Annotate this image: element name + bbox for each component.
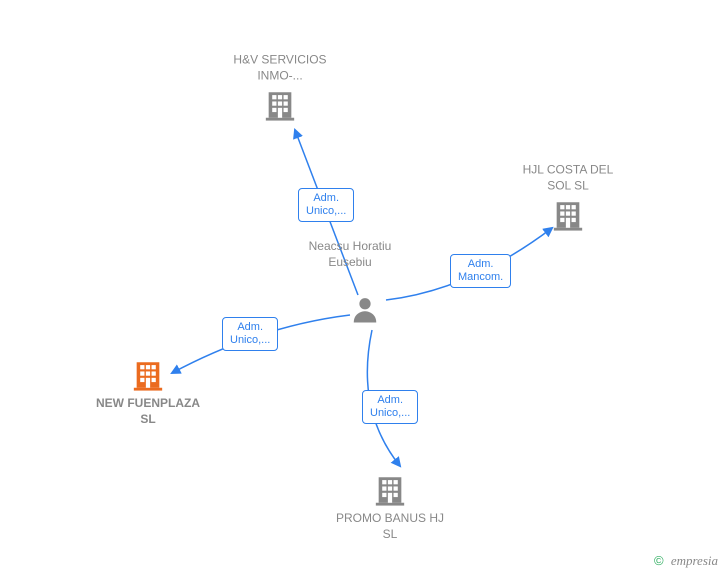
node-label: Neacsu Horatiu Eusebiu [305, 238, 395, 270]
network-diagram: Neacsu Horatiu Eusebiu H&V SERVICIOS INM… [0, 0, 728, 575]
node-building-banus[interactable]: PROMO BANUS HJ SL [335, 510, 445, 542]
copyright-icon: © [654, 553, 664, 568]
edge-label: Adm. Mancom. [450, 254, 511, 288]
node-building-fuenplaza[interactable]: NEW FUENPLAZA SL [93, 395, 203, 427]
building-icon [263, 88, 297, 127]
building-icon [131, 358, 165, 397]
edge-label: Adm. Unico,... [298, 188, 354, 222]
node-label: PROMO BANUS HJ SL [335, 510, 445, 542]
building-icon [373, 473, 407, 512]
edge-label: Adm. Unico,... [362, 390, 418, 424]
edge-label: Adm. Unico,... [222, 317, 278, 351]
person-icon [350, 294, 380, 331]
node-building-hjl[interactable]: HJL COSTA DEL SOL SL [513, 162, 623, 194]
node-label: NEW FUENPLAZA SL [93, 395, 203, 427]
node-person-center[interactable]: Neacsu Horatiu Eusebiu [305, 238, 395, 270]
node-label: H&V SERVICIOS INMO-... [225, 52, 335, 84]
copyright: © empresia [654, 553, 718, 569]
edges-layer [0, 0, 728, 575]
node-label: HJL COSTA DEL SOL SL [513, 162, 623, 194]
copyright-text: empresia [671, 553, 718, 568]
building-icon [551, 198, 585, 237]
node-building-hv[interactable]: H&V SERVICIOS INMO-... [225, 52, 335, 84]
